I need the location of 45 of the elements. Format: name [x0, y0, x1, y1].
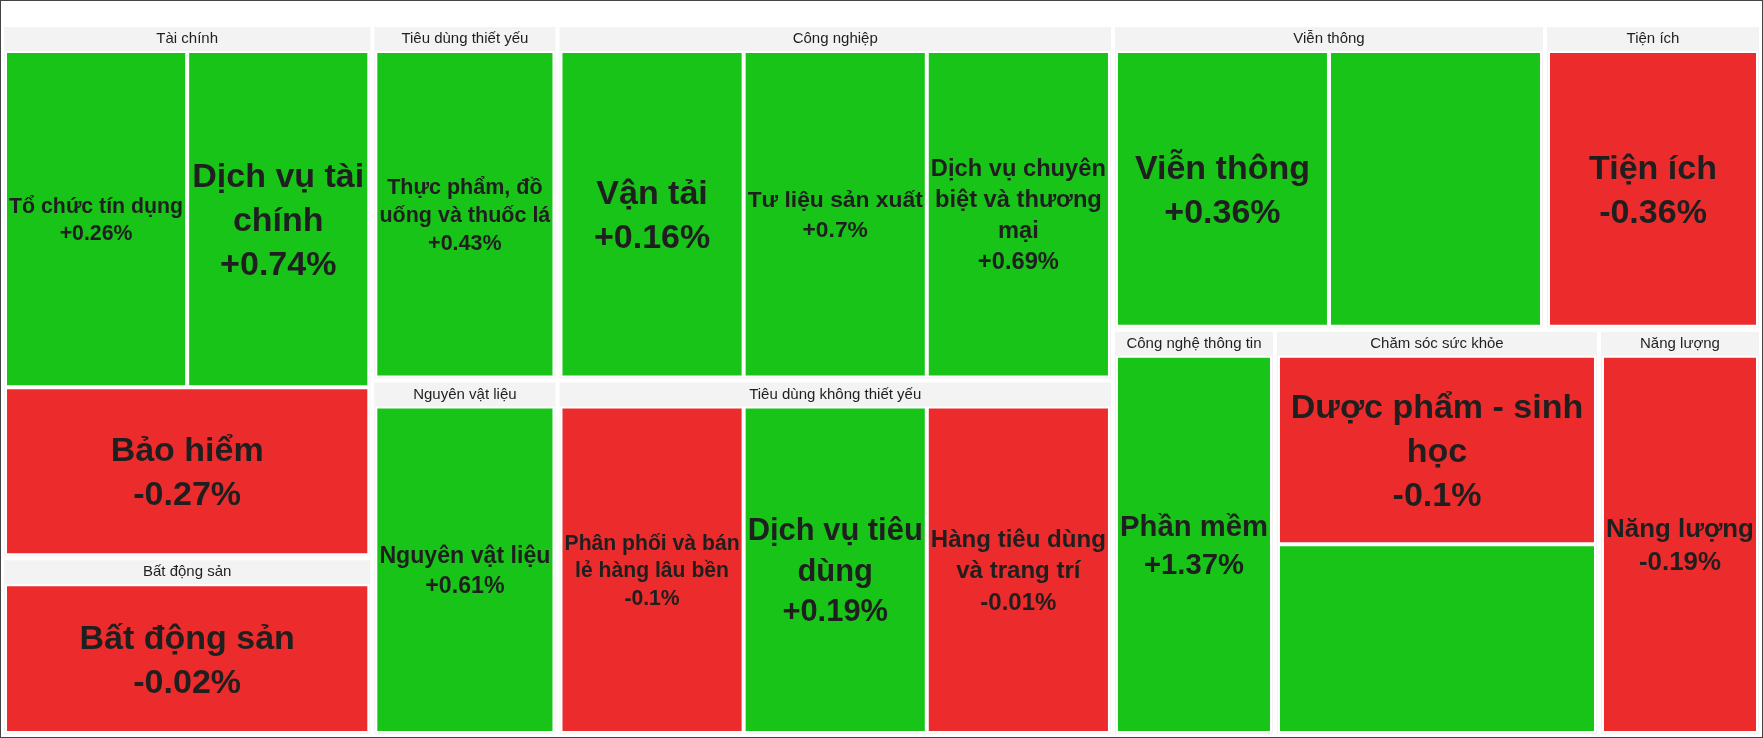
- category-label: Bảo hiểm: [110, 430, 264, 469]
- data-label: +0.36%: [1164, 191, 1281, 230]
- data-label: +0.61%: [425, 571, 505, 598]
- data-label: +0.16%: [593, 217, 711, 256]
- series-label: Năng lượng: [1640, 333, 1720, 351]
- category-label: Vận tải: [596, 173, 708, 212]
- category-label: Hàng tiêu dùng và trang trí: [930, 524, 1106, 584]
- category-label: Tư liệu sản xuất: [747, 186, 924, 213]
- category-label: Bất động sản: [79, 617, 295, 656]
- data-label: +0.43%: [428, 230, 502, 255]
- data-label: -0.01%: [980, 587, 1057, 615]
- data-label: +0.19%: [782, 592, 889, 628]
- data-label: +0.7%: [802, 216, 868, 243]
- series-label: Công nghiệp: [792, 29, 878, 46]
- series-label: Tiện ích: [1626, 29, 1680, 46]
- category-label: Viễn thông: [1134, 147, 1310, 186]
- series-label: Viễn thông: [1293, 29, 1365, 46]
- series-label: Nguyên vật liệu: [413, 384, 517, 402]
- category-label: Nguyên vật liệu: [379, 541, 551, 568]
- category-label: Năng lượng: [1606, 513, 1754, 542]
- category-label: Phân phối và bán lẻ hàng lâu bền: [564, 530, 740, 583]
- category-label: Dược phẩm - sinh học: [1290, 386, 1584, 470]
- category-label: Tổ chức tín dụng: [9, 193, 184, 218]
- series-label: Tiêu dùng thiết yếu: [401, 29, 529, 46]
- data-label: -0.36%: [1599, 191, 1707, 230]
- series-label: Bất động sản: [142, 562, 232, 580]
- category-label: Dịch vụ tài chính: [192, 155, 365, 239]
- series-label: Chăm sóc sức khỏe: [1370, 333, 1504, 351]
- category-label: Thực phẩm, đồ uống và thuốc lá: [379, 174, 552, 227]
- series-label: Tiêu dùng không thiết yếu: [749, 384, 922, 402]
- category-label: Dịch vụ chuyên biệt và thương mại: [930, 155, 1106, 244]
- series-label: Công nghệ thông tin: [1126, 333, 1262, 351]
- category-label: Phần mềm: [1119, 509, 1268, 542]
- category-label: Tiện ích: [1589, 147, 1717, 186]
- data-label: +0.26%: [59, 221, 133, 246]
- data-label: +0.74%: [220, 244, 337, 283]
- data-label: +1.37%: [1143, 547, 1244, 580]
- category-label: Dịch vụ tiêu dùng: [747, 512, 923, 588]
- data-label: -0.02%: [133, 661, 242, 700]
- data-label: -0.1%: [1392, 475, 1482, 514]
- data-label: -0.1%: [624, 585, 680, 609]
- data-label: -0.27%: [133, 474, 242, 513]
- data-label: +0.69%: [977, 247, 1059, 274]
- data-label: -0.19%: [1638, 547, 1722, 576]
- series-label: Tài chính: [156, 29, 219, 46]
